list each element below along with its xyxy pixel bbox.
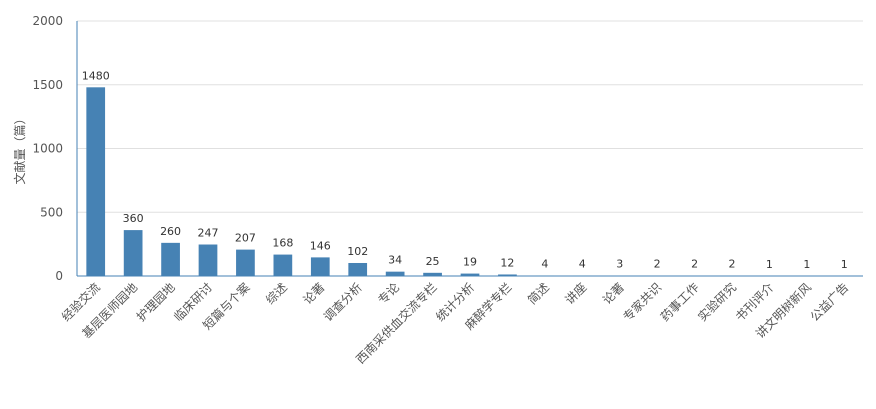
bar	[273, 254, 293, 276]
y-tick-label: 2000	[32, 14, 63, 28]
y-tick-label: 0	[55, 269, 63, 283]
bar	[123, 230, 143, 276]
category-label: 公益广告	[808, 280, 852, 324]
data-label: 168	[272, 237, 293, 250]
bar	[385, 271, 405, 276]
category-label: 调查分析	[321, 280, 365, 324]
data-labels: 1480 360 260 247 207 168 146 102 34 25 19 12 4 4 3 2 2 2 1…	[82, 69, 848, 271]
data-label: 146	[310, 239, 331, 252]
data-label: 102	[347, 245, 368, 258]
bar	[161, 242, 180, 276]
y-tick-label: 1500	[32, 78, 63, 92]
data-label: 4	[541, 257, 548, 270]
gridlines	[77, 20, 863, 213]
bar	[236, 249, 255, 276]
bar	[460, 273, 480, 276]
category-label: 简述	[525, 280, 552, 307]
bars	[86, 87, 854, 276]
category-label: 论著	[301, 280, 328, 307]
category-label: 实验研究	[695, 280, 740, 325]
category-label: 综述	[263, 280, 290, 307]
axes	[76, 21, 863, 277]
data-label: 19	[463, 256, 477, 269]
bar	[86, 87, 106, 276]
data-label: 1480	[82, 69, 110, 82]
data-label: 1	[803, 258, 810, 271]
category-label: 专家共识	[620, 280, 665, 325]
data-label: 1	[766, 258, 773, 271]
category-label: 论著	[600, 280, 627, 307]
data-label: 4	[579, 257, 586, 270]
data-label: 360	[123, 212, 144, 225]
data-label: 2	[691, 258, 698, 271]
data-label: 12	[500, 256, 514, 269]
data-label: 1	[841, 258, 848, 271]
data-label: 34	[388, 254, 402, 267]
category-label: 讲座	[562, 280, 590, 308]
category-label: 护理园地	[134, 280, 178, 324]
y-tick-label: 500	[40, 205, 63, 219]
y-tick-label: 1000	[32, 142, 63, 156]
y-axis-title: 文献量（篇）	[12, 112, 27, 184]
data-label: 207	[235, 232, 256, 245]
data-label: 2	[654, 258, 661, 271]
data-label: 25	[426, 255, 440, 268]
data-label: 260	[160, 225, 181, 238]
bar	[348, 262, 368, 276]
data-label: 2	[729, 258, 736, 271]
category-label: 专论	[375, 280, 403, 308]
data-label: 3	[616, 258, 623, 271]
category-label: 药事工作	[658, 280, 702, 324]
bar	[310, 257, 330, 276]
bar	[498, 274, 517, 276]
bar	[198, 244, 218, 276]
y-tick-labels: 0 500 1000 1500 2000	[32, 14, 63, 283]
bar	[423, 272, 442, 276]
data-label: 247	[198, 227, 219, 240]
